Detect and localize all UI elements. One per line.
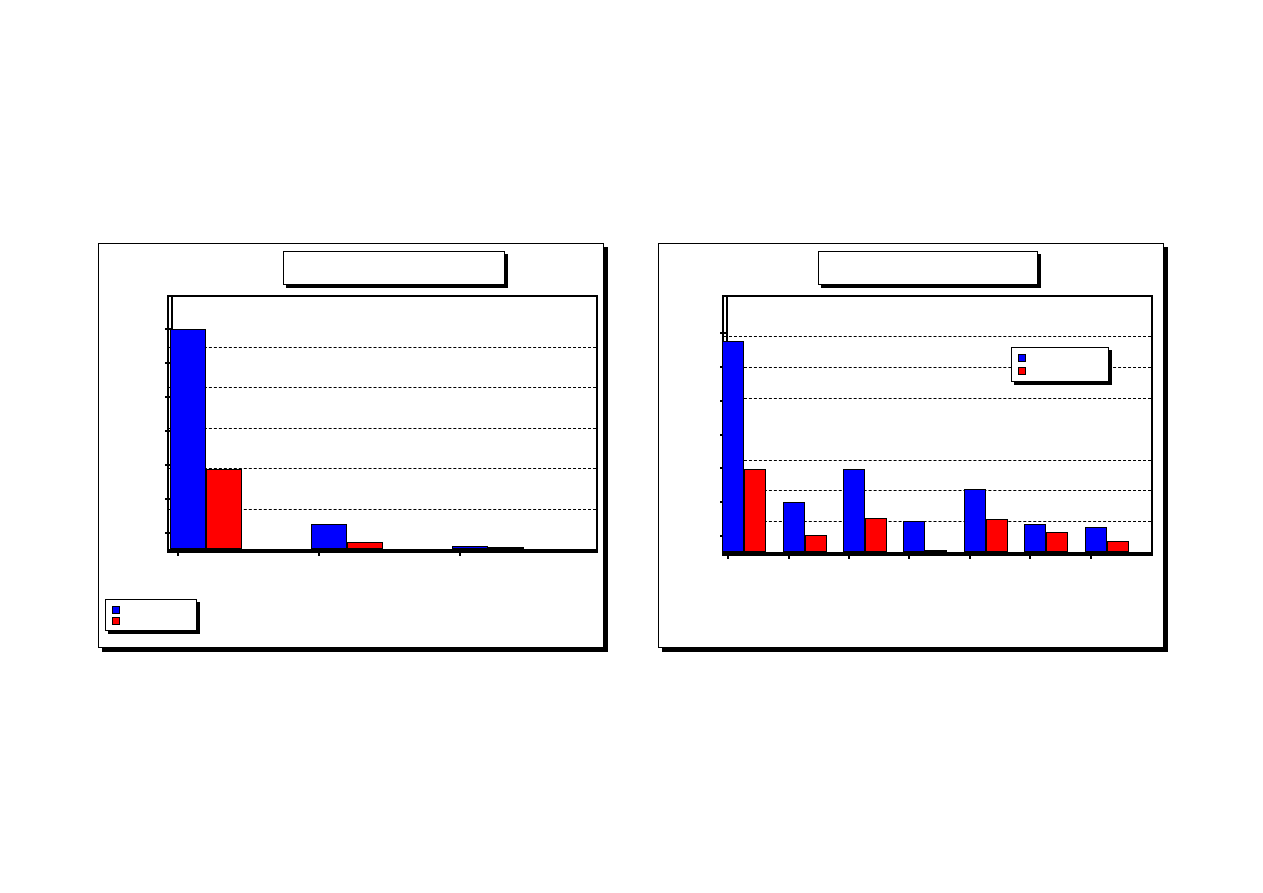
gridline-5 <box>724 521 1151 523</box>
legend-entry-series-b <box>1018 365 1102 376</box>
gridline-2 <box>724 397 1151 399</box>
x-axis <box>724 552 1151 554</box>
bar-group-2-series-1 <box>864 517 887 552</box>
bar-group-1-series-0 <box>782 502 805 552</box>
legend-swatch-series-b-icon <box>1018 366 1026 375</box>
bar-group-0-series-1 <box>206 469 243 549</box>
bar-group-3-series-0 <box>903 521 926 552</box>
chart-title-box-right <box>818 251 1038 285</box>
gridline-4 <box>169 508 596 510</box>
bar-group-2-series-0 <box>842 469 865 552</box>
x-axis <box>169 549 596 551</box>
x-axis-tick-0 <box>176 549 179 556</box>
bar-group-3-series-1 <box>925 549 948 552</box>
legend-swatch-series-b-icon <box>112 616 120 625</box>
y-axis-tick-0 <box>165 532 172 534</box>
y-axis-tick-2 <box>165 464 172 466</box>
bar-group-0-series-1 <box>744 469 767 552</box>
gridline-3 <box>724 459 1151 461</box>
y-axis-tick-4 <box>165 396 172 398</box>
plot-surface-left <box>165 297 596 556</box>
x-axis-tick-0 <box>727 552 730 559</box>
y-axis-tick-6 <box>165 328 172 330</box>
chart-panel-left <box>98 243 604 648</box>
x-axis-tick-4 <box>968 552 971 559</box>
gridline-2 <box>169 427 596 429</box>
legend-swatch-series-a-icon <box>112 605 120 614</box>
bar-group-6-series-1 <box>1106 541 1129 552</box>
y-axis-tick-5 <box>165 362 172 364</box>
x-axis-tick-1 <box>317 549 320 556</box>
legend-entry-series-b <box>112 615 190 626</box>
bar-group-0-series-0 <box>170 328 207 549</box>
chart-title-box-left <box>283 251 505 285</box>
bar-group-0-series-0 <box>722 341 745 552</box>
x-axis-tick-3 <box>908 552 911 559</box>
bar-group-6-series-0 <box>1084 527 1107 552</box>
gridline-0 <box>169 346 596 348</box>
x-axis-tick-2 <box>848 552 851 559</box>
y-axis-tick-6 <box>720 331 727 334</box>
gridline-1 <box>169 387 596 389</box>
x-axis-tick-5 <box>1029 552 1032 559</box>
bar-group-2-series-1 <box>488 546 525 549</box>
legend-entry-series-a <box>112 604 190 615</box>
x-axis-tick-1 <box>787 552 790 559</box>
plot-surface-right <box>720 297 1151 559</box>
bar-group-1-series-0 <box>311 524 348 549</box>
bar-group-4-series-1 <box>985 518 1008 552</box>
plot-area-right <box>720 295 1153 559</box>
gridline-1 <box>724 367 1151 369</box>
y-axis-tick-1 <box>165 498 172 500</box>
gridline-3 <box>169 468 596 470</box>
bar-group-5-series-0 <box>1024 523 1047 552</box>
y-axis-tick-3 <box>165 430 172 432</box>
legend-entry-series-a <box>1018 353 1102 364</box>
bar-group-2-series-0 <box>452 546 489 549</box>
x-axis-tick-2 <box>458 549 461 556</box>
bar-group-4-series-0 <box>963 489 986 552</box>
chart-panel-right <box>658 243 1164 648</box>
legend-right[interactable] <box>1011 347 1109 382</box>
bar-group-5-series-1 <box>1046 531 1069 552</box>
legend-swatch-series-a-icon <box>1018 354 1026 363</box>
plot-area-left <box>165 295 598 556</box>
x-axis-tick-6 <box>1089 552 1092 559</box>
bar-group-1-series-1 <box>804 535 827 552</box>
gridline-0 <box>724 336 1151 338</box>
legend-left[interactable] <box>105 599 197 631</box>
bar-group-1-series-1 <box>347 541 384 549</box>
gridline-4 <box>724 490 1151 492</box>
